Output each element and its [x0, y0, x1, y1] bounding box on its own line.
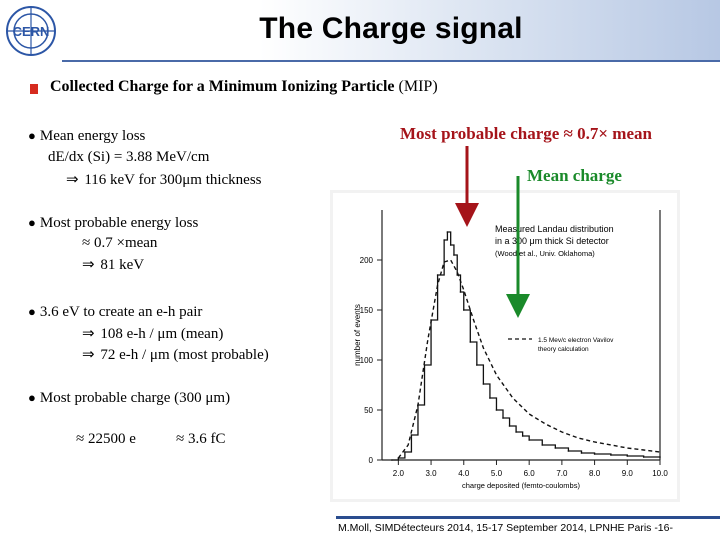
bullet-dot-icon: ●	[28, 304, 36, 319]
series-measured-point	[659, 456, 661, 458]
bullet-sub-line: ⇒ 81 keV	[82, 257, 145, 273]
section-bullet-icon	[30, 84, 38, 94]
series-measured-point	[508, 425, 511, 427]
x-tick-label: 3.0	[425, 469, 437, 478]
series-measured-point	[521, 435, 524, 437]
bullet-sub-line: ⇒ 72 e-h / μm (most probable)	[82, 347, 269, 363]
series-measured-point	[610, 454, 612, 456]
series-measured-point	[482, 383, 485, 385]
y-tick-label: 150	[360, 306, 374, 315]
series-measured-point	[489, 397, 491, 399]
series-measured-point	[580, 452, 583, 454]
bullet-sub-line: ≈ 0.7 ×mean	[82, 235, 158, 251]
legend-line: in a 300 μm thick Si detector	[495, 236, 609, 246]
section-heading-abbr: (MIP)	[398, 78, 438, 95]
bullet-dot-icon: ●	[28, 215, 36, 230]
x-axis-label: charge deposited (femto-coulombs)	[462, 481, 580, 490]
theory-label-line: 1.5 Mev/c electron Vavilov	[538, 337, 614, 344]
series-measured-point	[541, 444, 544, 446]
legend-line: (Wood et al., Univ. Oklahoma)	[495, 249, 595, 258]
series-measured-point	[567, 450, 570, 452]
bullet-dot-icon: ●	[28, 128, 36, 143]
x-tick-label: 2.0	[393, 469, 405, 478]
title-underline	[62, 60, 720, 62]
bullet-mean-energy-loss: ● Mean energy loss	[28, 128, 145, 145]
bullet-text: 3.6 eV to create an e-h pair	[39, 304, 203, 320]
series-measured-point	[469, 341, 472, 343]
series-measured-point	[436, 274, 439, 276]
y-tick-label: 100	[360, 356, 374, 365]
y-tick-label: 0	[369, 456, 374, 465]
series-measured-point	[554, 447, 557, 449]
landau-distribution-chart: 0 50 100 150 200 2.0 3.0 4.0 5.0 6.0 7.0 8.0 9.0 10.0…	[330, 190, 680, 502]
x-tick-label: 4.0	[458, 469, 470, 478]
series-measured-point	[528, 439, 530, 441]
series-measured-point	[453, 254, 455, 256]
series-measured-point	[391, 459, 393, 461]
legend-line: Measured Landau distribution	[495, 224, 614, 234]
series-measured-point	[495, 409, 498, 411]
bullet-text: Most probable charge (300 μm)	[39, 390, 231, 406]
bullet-most-probable-energy-loss: ● Most probable energy loss	[28, 215, 198, 232]
x-tick-label: 6.0	[524, 469, 536, 478]
series-measured-point	[449, 244, 452, 246]
bullet-sub-line: ≈ 3.6 fC	[176, 431, 226, 447]
series-measured-point	[443, 239, 445, 241]
series-measured-point	[462, 309, 465, 311]
svg-text:CERN: CERN	[13, 24, 50, 39]
x-tick-label: 9.0	[622, 469, 634, 478]
footer-citation: M.Moll, SIMDétecteurs 2014, 15-17 Septem…	[338, 522, 673, 534]
section-heading-main: Collected Charge for a Minimum Ionizing …	[50, 78, 395, 95]
y-tick-label: 200	[360, 256, 374, 265]
series-measured-point	[626, 455, 629, 457]
series-measured-point	[446, 231, 449, 233]
x-tick-label: 7.0	[556, 469, 568, 478]
bullet-sub-line: ⇒ 116 keV for 300μm thickness	[66, 172, 262, 188]
footer-rule	[336, 516, 720, 519]
bullet-most-probable-charge: ● Most probable charge (300 μm)	[28, 390, 230, 407]
series-measured-point	[410, 434, 413, 436]
bullet-dot-icon: ●	[28, 390, 36, 405]
x-tick-label: 8.0	[589, 469, 601, 478]
x-tick-label: 10.0	[652, 469, 668, 478]
bullet-eh-pair: ● 3.6 eV to create an e-h pair	[28, 304, 202, 321]
series-measured-histogram	[391, 231, 660, 461]
series-measured-point	[459, 291, 462, 293]
mean-charge-annotation: Mean charge	[527, 166, 622, 185]
implies-arrow-icon: ⇒	[82, 257, 95, 273]
implies-arrow-icon: ⇒	[82, 347, 95, 363]
series-measured-point	[593, 453, 596, 455]
bullet-text: Mean energy loss	[39, 128, 146, 144]
most-probable-annotation: Most probable charge ≈ 0.7× mean	[400, 124, 652, 143]
series-measured-point	[642, 456, 645, 458]
y-tick-label: 50	[364, 406, 373, 415]
x-tick-label: 5.0	[491, 469, 503, 478]
bullet-sub-line: ≈ 22500 e	[76, 431, 136, 447]
series-vavilov-theory	[397, 259, 661, 459]
title-bar: The Charge signal	[62, 0, 720, 60]
implies-arrow-icon: ⇒	[82, 326, 95, 342]
bullet-text: Most probable energy loss	[39, 215, 199, 231]
bullet-sub-line: dE/dx (Si) = 3.88 MeV/cm	[48, 149, 210, 165]
bullet-sub-line: ⇒ 108 e-h / μm (mean)	[82, 326, 224, 342]
series-measured-point	[502, 417, 504, 419]
implies-arrow-icon: ⇒	[66, 172, 79, 188]
series-measured-point	[515, 431, 517, 433]
section-heading: Collected Charge for a Minimum Ionizing …	[50, 78, 438, 96]
series-measured-point	[404, 451, 406, 453]
theory-label-line: theory calculation	[538, 346, 589, 353]
y-axis-label: number of events	[353, 304, 362, 366]
series-measured-point	[476, 364, 478, 366]
cern-logo: CERN	[0, 0, 62, 62]
slide-title: The Charge signal	[259, 12, 523, 45]
